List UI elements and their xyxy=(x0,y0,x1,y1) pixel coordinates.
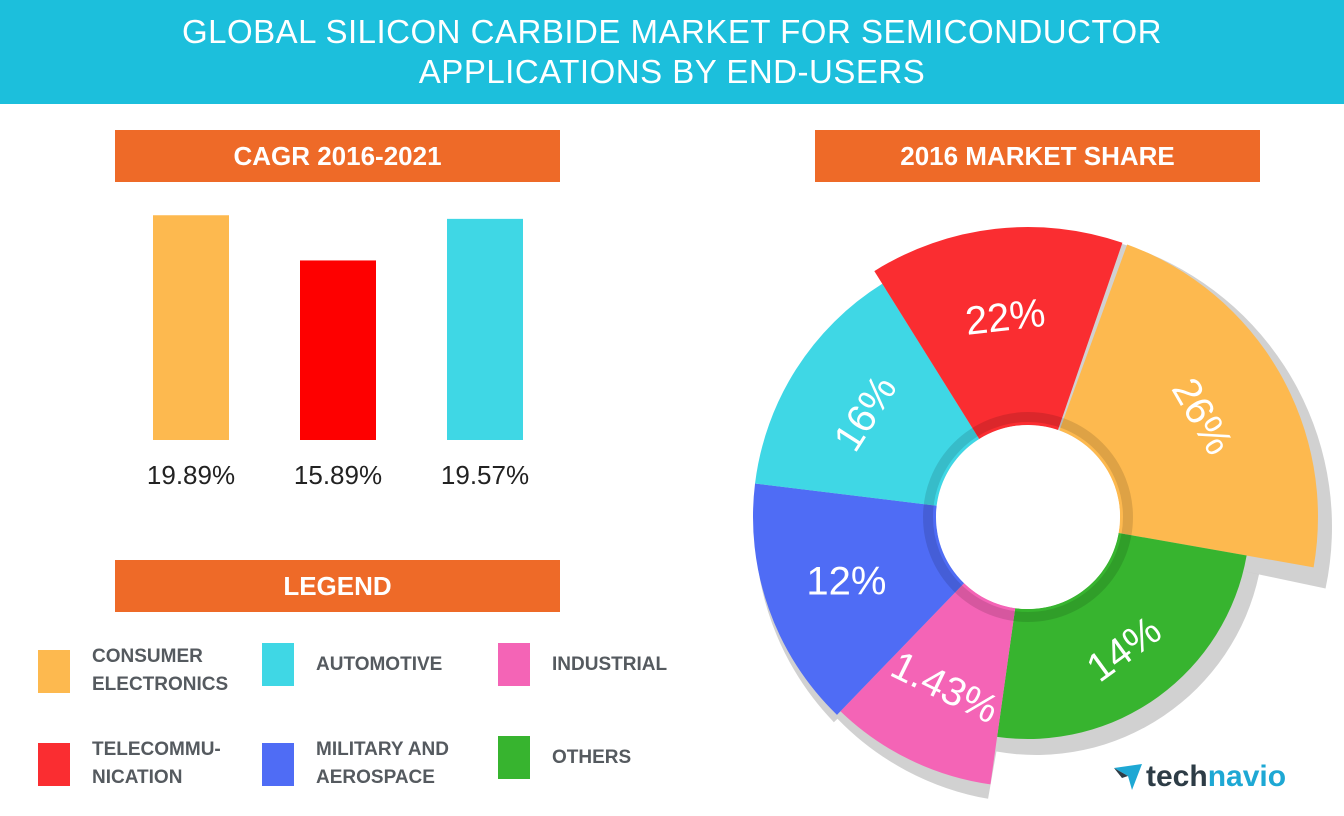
logo-text-navio: navio xyxy=(1207,760,1287,793)
legend-item-others: OTHERS xyxy=(498,736,631,779)
legend-item-industrial: INDUSTRIAL xyxy=(498,643,667,686)
donut-inner-shadow xyxy=(923,412,1133,622)
legend-label: INDUSTRIAL xyxy=(552,653,668,675)
legend-swatch xyxy=(262,643,294,686)
legend-section-title: LEGEND xyxy=(115,560,560,612)
legend-item-automotive: AUTOMOTIVE xyxy=(262,643,442,686)
legend-label: CONSUMER ELECTRONICS xyxy=(92,646,229,695)
bar-telecommunication xyxy=(300,260,376,440)
page-title-line1: GLOBAL SILICON CARBIDE MARKET FOR SEMICO… xyxy=(181,13,1163,50)
technavio-mark-icon xyxy=(1114,764,1142,790)
bar-consumer-electronics xyxy=(153,215,229,440)
slice-telecommunication xyxy=(874,226,1123,439)
technavio-logo: tech navio xyxy=(1114,760,1286,794)
legend-label: AUTOMOTIVE xyxy=(316,653,443,675)
donut-hole xyxy=(936,425,1120,609)
bar-automotive xyxy=(447,218,523,440)
slice-consumer-electronics xyxy=(1059,244,1318,568)
logo-text-tech: tech xyxy=(1146,760,1208,793)
market-share-section-title: 2016 MARKET SHARE xyxy=(815,130,1260,182)
legend-label: MILITARY AND AEROSPACE xyxy=(316,739,449,788)
legend-swatch xyxy=(38,742,70,786)
bar-value-label: 19.57% xyxy=(441,460,529,490)
cagr-section-title: CAGR 2016-2021 xyxy=(115,130,560,182)
legend-item-telecommunication: TELECOMMU- NICATION xyxy=(38,736,221,792)
slice-others xyxy=(997,532,1247,739)
page-title-line2: APPLICATIONS BY END-USERS xyxy=(418,53,926,90)
bar-value-label: 15.89% xyxy=(294,460,382,490)
legend-label: OTHERS xyxy=(552,746,632,768)
bar-value-label: 19.89% xyxy=(147,460,235,490)
slice-military-and-aerospace xyxy=(752,483,965,715)
legend-item-military-aerospace: MILITARY AND AEROSPACE xyxy=(262,736,449,792)
legend-swatch xyxy=(498,736,530,779)
slice-value-label: 12% xyxy=(806,559,886,603)
legend-label: TELECOMMU- NICATION xyxy=(92,739,221,788)
slice-value-label: 22% xyxy=(963,291,1048,344)
legend-swatch xyxy=(262,742,294,786)
slice-industrial xyxy=(840,583,1016,785)
header-banner: GLOBAL SILICON CARBIDE MARKET FOR SEMICO… xyxy=(0,0,1344,104)
legend-swatch xyxy=(498,643,530,686)
legend-swatch xyxy=(38,649,70,693)
legend-item-consumer-electronics: CONSUMER ELECTRONICS xyxy=(38,643,228,699)
slice-automotive xyxy=(755,283,980,506)
